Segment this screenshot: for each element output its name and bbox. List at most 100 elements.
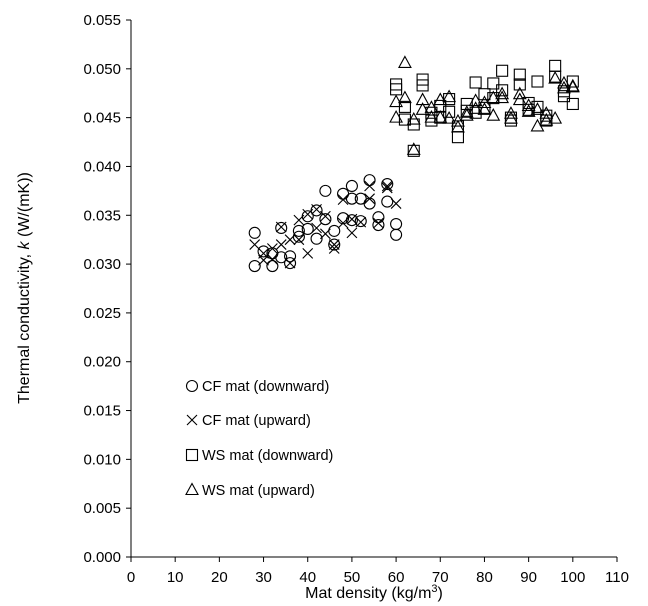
data-point-circle [345,192,358,205]
y-tick-label: 0.025 [83,305,121,322]
data-point-triangle [415,92,430,106]
data-point-triangle [504,110,518,124]
data-point-x [320,228,331,240]
data-point-triangle [495,90,510,104]
y-tick-label: 0.045 [83,110,121,127]
data-point-x [373,217,384,229]
data-point-x [381,180,393,192]
data-point-circle [310,232,323,245]
data-point-square [513,68,526,81]
data-point-circle [372,218,385,232]
data-point-circle [310,204,323,217]
data-point-x [249,239,261,250]
data-point-x [328,239,340,250]
data-point-triangle [406,142,421,155]
data-point-circle [381,195,394,208]
y-tick-label: 0.005 [83,500,121,517]
legend-label: CF mat (downward) [202,379,329,395]
data-point-circle [363,174,376,187]
data-point-square [549,59,562,72]
legend-marker-x [186,414,198,426]
x-tick-label: 80 [476,569,493,586]
data-point-triangle [512,86,527,100]
data-point-circle [328,224,341,237]
data-point-square [566,75,579,88]
y-tick-label: 0.050 [83,61,121,78]
legend-label: WS mat (upward) [202,483,315,499]
data-point-triangle [442,89,457,103]
data-point-triangle [415,102,430,115]
data-point-triangle [442,110,457,124]
data-point-triangle [459,108,474,121]
x-tick-label: 30 [255,569,272,586]
x-tick-label: 20 [211,569,228,586]
y-axis-title: Thermal conductivity, k (W/(mK)) [16,172,33,404]
data-point-square [557,90,571,103]
data-point-x [390,198,402,209]
y-tick-label: 0.015 [83,403,121,420]
data-point-x [346,213,358,225]
y-tick-label: 0.020 [83,354,121,371]
x-tick-label: 40 [299,569,316,586]
data-point-square [487,77,500,90]
data-point-circle [390,228,403,241]
data-point-x [337,217,349,229]
data-point-triangle [548,110,563,124]
data-point-square [390,78,403,91]
data-point-circle [319,213,332,226]
data-point-x [355,216,367,228]
data-point-x [302,208,314,220]
data-point-circle [275,221,288,235]
data-point-triangle [433,92,448,106]
data-point-triangle [557,75,571,89]
x-axis-title-end: ) [438,585,443,602]
data-point-triangle [398,55,412,69]
data-point-square [522,96,535,110]
data-point-circle [319,184,332,197]
data-point-x [266,253,278,265]
data-point-triangle [548,70,563,84]
legend-marker-square [185,448,199,462]
y-tick-label: 0.035 [83,207,121,224]
data-point-triangle [521,98,536,111]
x-tick-label: 0 [127,569,135,586]
data-point-square [443,105,456,118]
x-tick-label: 50 [344,569,361,586]
data-point-x [346,227,358,239]
data-point-triangle [565,79,580,93]
data-point-x [293,234,305,246]
data-point-x [311,222,322,234]
data-markers [248,55,580,273]
data-point-x [320,210,331,222]
y-tick-label: 0.030 [83,256,121,273]
data-point-circle [363,197,376,210]
y-tick-label: 0.040 [83,158,121,175]
data-point-square [496,64,509,77]
data-point-x [381,182,393,194]
data-point-circle [248,226,261,239]
data-point-circle [328,238,341,251]
x-tick-label: 110 [605,569,629,586]
data-point-square [531,75,544,88]
data-point-square [478,88,491,101]
data-point-x [302,247,314,259]
data-point-square [504,114,518,127]
data-point-triangle [468,93,483,107]
data-point-triangle [486,108,501,121]
data-point-x [364,193,375,205]
data-point-x [328,243,340,254]
data-point-triangle [424,109,439,123]
x-tick-label: 100 [560,569,585,586]
data-point-circle [345,179,358,193]
data-point-circle [390,218,403,231]
y-axis-title-k: k [16,240,33,249]
legend-marker-circle [185,379,199,393]
data-point-x [284,234,296,246]
data-point-square [416,79,429,92]
data-point-triangle [406,111,421,125]
data-point-square [531,100,544,113]
data-point-triangle [398,90,412,104]
data-point-triangle [477,102,492,115]
data-point-triangle [521,104,536,117]
